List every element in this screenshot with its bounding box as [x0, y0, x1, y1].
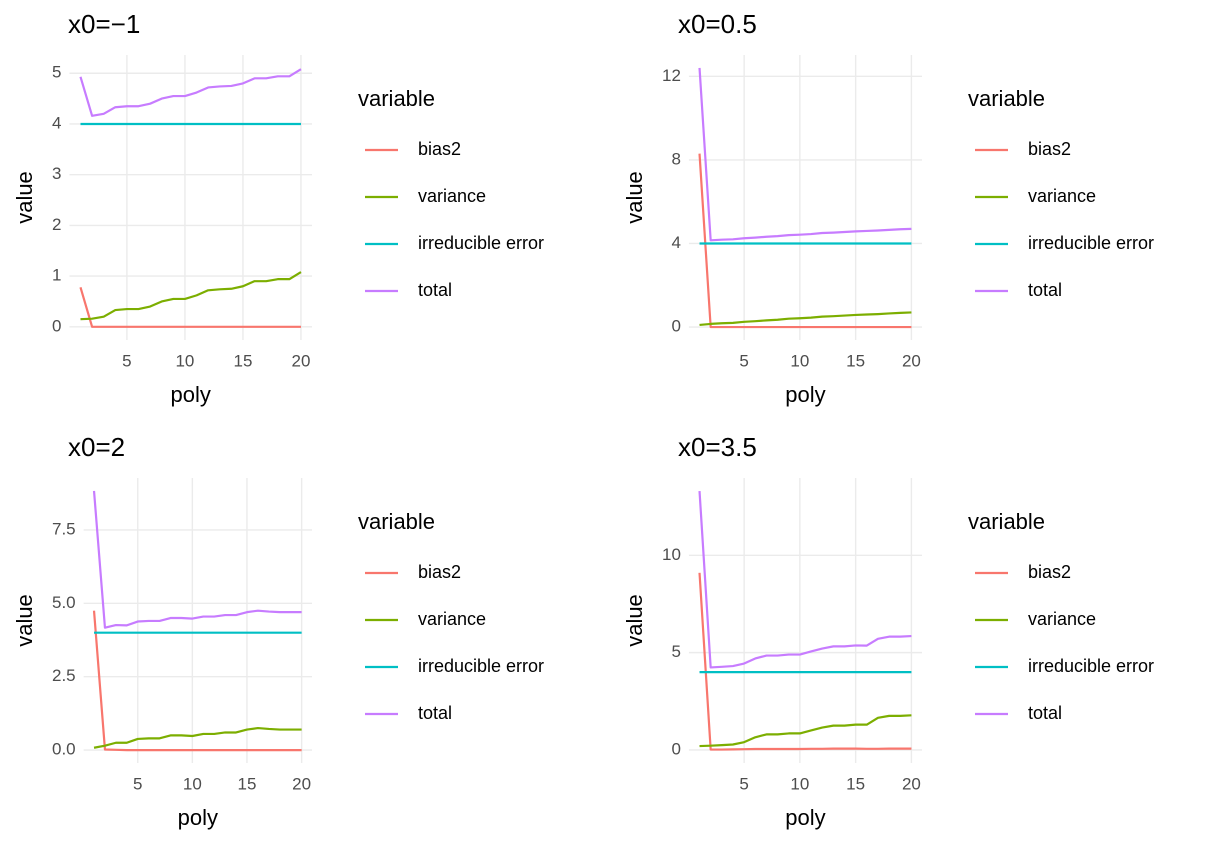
- y-tick-label: 5: [671, 642, 680, 661]
- legend-label: variance: [418, 609, 486, 629]
- y-tick-label: 5: [52, 63, 61, 82]
- series-line: [698, 572, 912, 751]
- y-tick-label: 10: [662, 545, 681, 564]
- y-axis-title: value: [12, 171, 37, 224]
- x-tick-label: 20: [292, 774, 311, 793]
- legend-label: irreducible error: [1028, 656, 1154, 676]
- legend-label: variance: [1028, 609, 1096, 629]
- legend-label: irreducible error: [1028, 233, 1154, 253]
- panel: 0 1 2 3 4 5 5 10 15 20 x0=−1 poly value variable bias2…: [12, 9, 544, 407]
- y-tick-label: 0: [671, 317, 680, 336]
- y-tick-label: 7.5: [52, 519, 76, 538]
- series-line: [699, 714, 912, 748]
- y-tick-label: 1: [52, 266, 61, 285]
- legend-label: total: [418, 280, 452, 300]
- legend-label: bias2: [418, 562, 461, 582]
- x-tick-label: 15: [846, 351, 865, 370]
- y-tick-label: 3: [52, 164, 61, 183]
- y-axis-title: value: [12, 594, 37, 647]
- y-axis-title: value: [622, 594, 647, 647]
- legend-label: bias2: [418, 139, 461, 159]
- x-axis-title: poly: [171, 382, 211, 407]
- y-tick-label: 4: [671, 233, 680, 252]
- legend-label: irreducible error: [418, 656, 544, 676]
- y-axis-title: value: [622, 171, 647, 224]
- x-tick-label: 10: [790, 774, 809, 793]
- series-line: [698, 490, 912, 669]
- x-tick-label: 10: [175, 351, 194, 370]
- legend-title: variable: [968, 509, 1045, 534]
- y-tick-label: 2.5: [52, 666, 76, 685]
- x-tick-label: 15: [238, 774, 257, 793]
- x-axis-title: poly: [785, 382, 825, 407]
- series-line: [698, 153, 912, 329]
- series-line: [79, 286, 301, 328]
- grid: [688, 55, 922, 340]
- y-tick-label: 0: [52, 316, 61, 335]
- series-line: [92, 490, 302, 629]
- legend-label: total: [1028, 280, 1062, 300]
- grid: [688, 478, 922, 763]
- x-tick-label: 5: [133, 774, 142, 793]
- grid: [83, 478, 312, 763]
- legend-label: total: [418, 703, 452, 723]
- x-tick-label: 10: [790, 351, 809, 370]
- chart-title: x0=3.5: [678, 432, 757, 462]
- x-axis-title: poly: [785, 805, 825, 830]
- chart-title: x0=2: [68, 432, 125, 462]
- y-tick-label: 8: [671, 149, 680, 168]
- y-tick-label: 4: [52, 113, 61, 132]
- y-tick-label: 12: [662, 66, 681, 85]
- y-tick-label: 0.0: [52, 740, 76, 759]
- x-tick-label: 20: [292, 351, 311, 370]
- x-tick-label: 20: [902, 351, 921, 370]
- x-tick-label: 5: [739, 774, 748, 793]
- legend-title: variable: [358, 86, 435, 111]
- x-tick-label: 5: [739, 351, 748, 370]
- legend-label: bias2: [1028, 139, 1071, 159]
- x-tick-label: 5: [122, 351, 131, 370]
- legend-label: irreducible error: [418, 233, 544, 253]
- legend-label: total: [1028, 703, 1062, 723]
- y-tick-label: 0: [671, 739, 680, 758]
- y-tick-label: 5.0: [52, 593, 76, 612]
- legend-title: variable: [358, 509, 435, 534]
- series-line: [80, 271, 302, 321]
- series-line: [92, 610, 302, 752]
- series-line: [79, 68, 302, 117]
- legend-title: variable: [968, 86, 1045, 111]
- panel: 0.0 2.5 5.0 7.5 5 10 15 20 x0=2 poly value variable…: [12, 432, 544, 830]
- series-line: [93, 726, 302, 749]
- y-tick-label: 2: [52, 215, 61, 234]
- series-line: [698, 67, 912, 242]
- x-tick-label: 10: [183, 774, 202, 793]
- x-tick-label: 15: [233, 351, 252, 370]
- x-axis-title: poly: [178, 805, 218, 830]
- x-tick-label: 15: [846, 774, 865, 793]
- x-tick-label: 20: [902, 774, 921, 793]
- legend-label: variance: [418, 186, 486, 206]
- chart-title: x0=0.5: [678, 9, 757, 39]
- legend-label: variance: [1028, 186, 1096, 206]
- panel: 0 4 8 12 5 10 15 20 x0=0.5 poly value variable bias2…: [622, 9, 1154, 407]
- series-line: [699, 311, 912, 327]
- chart-title: x0=−1: [68, 9, 140, 39]
- legend-label: bias2: [1028, 562, 1071, 582]
- panel: 0 5 10 5 10 15 20 x0=3.5 poly value variable bias2 v…: [622, 432, 1154, 830]
